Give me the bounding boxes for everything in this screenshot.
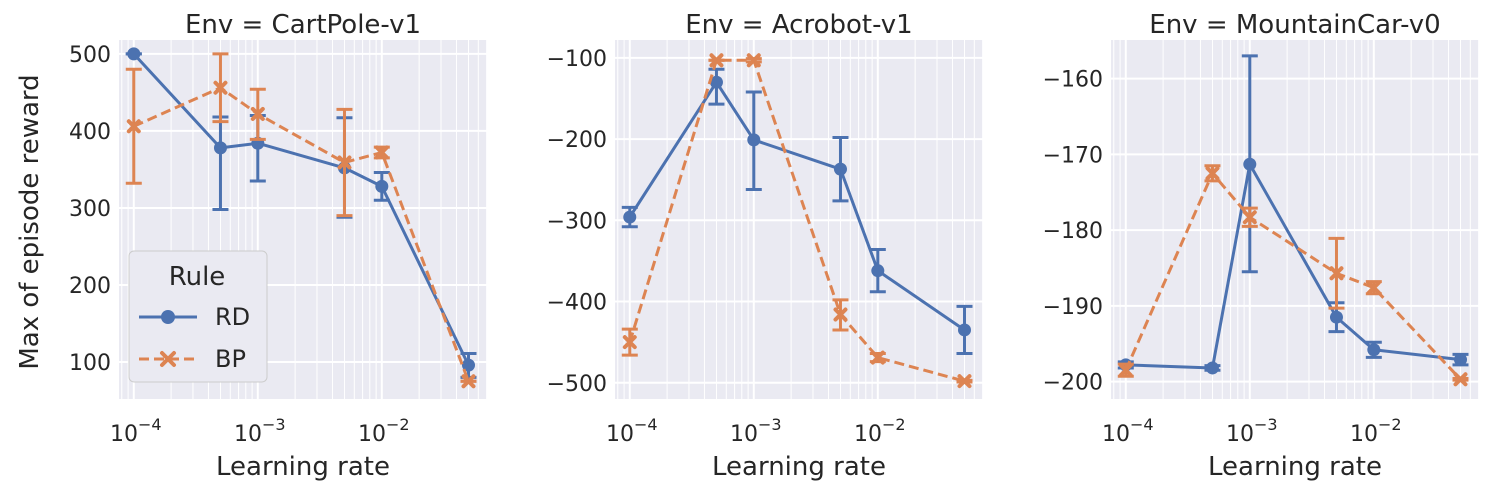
- y-tick-labels: −160 −170 −180 −190 −200: [1043, 68, 1103, 396]
- data-point: [709, 53, 724, 68]
- legend-label-bp: BP: [215, 345, 246, 373]
- data-point: [1243, 157, 1257, 171]
- data-point: [1453, 353, 1467, 367]
- series-rd: [1117, 54, 1469, 375]
- y-tick-label: −200: [1043, 371, 1103, 396]
- y-tick-label: 400: [69, 120, 111, 145]
- x-tick-label: 10−2: [854, 415, 906, 447]
- x-tick-labels: 10−4 10−3 10−2: [606, 415, 906, 447]
- data-point: [957, 323, 971, 337]
- x-tick-label: 10−3: [234, 415, 286, 447]
- data-point: [1453, 372, 1468, 387]
- data-point: [870, 350, 885, 365]
- x-tick-label: 10−2: [1350, 415, 1402, 447]
- data-marks: [125, 47, 477, 389]
- x-tick-label: 10−2: [358, 415, 410, 447]
- y-tick-label: −170: [1043, 143, 1103, 168]
- legend-label-rd: RD: [215, 303, 250, 331]
- panel-acrobot: Env = Acrobot-v1 Learning rate −100−200−…: [547, 10, 984, 482]
- data-point: [1242, 210, 1257, 225]
- data-point: [709, 75, 723, 89]
- data-point: [374, 145, 389, 160]
- data-point: [461, 374, 476, 389]
- y-tick-label: −160: [1043, 68, 1103, 93]
- y-tick-label: 300: [69, 197, 111, 222]
- panel-cartpole: Env = CartPole-v1 Learning rate 100 200 30…: [69, 10, 488, 482]
- panel-mountaincar: Env = MountainCar-v0 Learning rate −160−…: [1043, 10, 1480, 482]
- panel-title: Env = MountainCar-v0: [1149, 10, 1440, 40]
- data-point: [213, 80, 228, 95]
- data-point: [833, 162, 847, 176]
- y-tick-label: −400: [547, 291, 607, 316]
- data-marks: [1117, 54, 1469, 387]
- x-tick-label: 10−4: [606, 415, 658, 447]
- data-point: [126, 119, 141, 134]
- series-bp: [1117, 164, 1469, 387]
- data-point: [623, 210, 637, 224]
- panel-title: Env = Acrobot-v1: [685, 10, 912, 40]
- y-tick-labels: −100 −200 −300 −400 −500: [547, 47, 607, 397]
- data-point: [871, 264, 885, 278]
- data-point: [127, 47, 141, 61]
- plot-area: [1111, 40, 1479, 399]
- x-axis-label: Learning rate: [712, 452, 886, 482]
- data-point: [1367, 343, 1381, 357]
- data-marks: [621, 53, 973, 389]
- y-tick-label: −100: [547, 47, 607, 72]
- series-bp: [621, 53, 973, 389]
- series-line: [1125, 162, 1461, 370]
- x-axis-label: Learning rate: [216, 452, 390, 482]
- x-tick-label: 10−3: [1226, 415, 1278, 447]
- series-line: [628, 58, 965, 383]
- y-tick-label: −190: [1043, 295, 1103, 320]
- y-axis-label: Max of episode reward: [15, 74, 45, 369]
- x-tick-labels: 10−4 10−3 10−2: [1102, 415, 1402, 447]
- data-point: [622, 335, 637, 350]
- data-point: [375, 179, 389, 193]
- y-tick-label: −180: [1043, 219, 1103, 244]
- panel-title: Env = CartPole-v1: [185, 10, 421, 40]
- data-point: [1205, 166, 1220, 181]
- data-point: [337, 155, 352, 170]
- y-tick-label: 100: [69, 351, 111, 376]
- data-point: [250, 106, 265, 121]
- data-point: [833, 307, 848, 322]
- y-tick-labels: 100 200 300 400 500: [69, 43, 111, 376]
- y-tick-label: −200: [547, 128, 607, 153]
- series-bp: [125, 52, 477, 389]
- minor-grid: [121, 40, 488, 399]
- minor-grid: [1113, 40, 1480, 399]
- x-tick-label: 10−4: [110, 415, 162, 447]
- legend-marker-bp: [160, 351, 176, 367]
- series-line: [1124, 171, 1462, 381]
- data-point: [746, 53, 761, 68]
- data-point: [1329, 266, 1344, 281]
- data-point: [747, 133, 761, 147]
- y-tick-label: −500: [547, 372, 607, 397]
- data-point: [1118, 363, 1133, 378]
- legend-title: Rule: [169, 262, 226, 292]
- data-point: [213, 141, 227, 155]
- series-line: [133, 86, 470, 382]
- x-axis-label: Learning rate: [1208, 452, 1382, 482]
- data-point: [1366, 280, 1381, 295]
- series-line: [132, 52, 470, 366]
- data-point: [957, 374, 972, 389]
- legend-box: [128, 250, 268, 383]
- data-point: [1329, 310, 1343, 324]
- y-tick-label: 500: [69, 43, 111, 68]
- x-tick-labels: 10−4 10−3 10−2: [110, 415, 410, 447]
- y-tick-label: 200: [69, 274, 111, 299]
- legend-marker-rd: [161, 310, 175, 324]
- data-point: [461, 358, 475, 372]
- data-point: [1205, 361, 1219, 375]
- x-tick-label: 10−4: [1102, 415, 1154, 447]
- y-tick-label: −300: [547, 209, 607, 234]
- legend: Rule RD BP: [128, 250, 268, 383]
- x-tick-label: 10−3: [730, 415, 782, 447]
